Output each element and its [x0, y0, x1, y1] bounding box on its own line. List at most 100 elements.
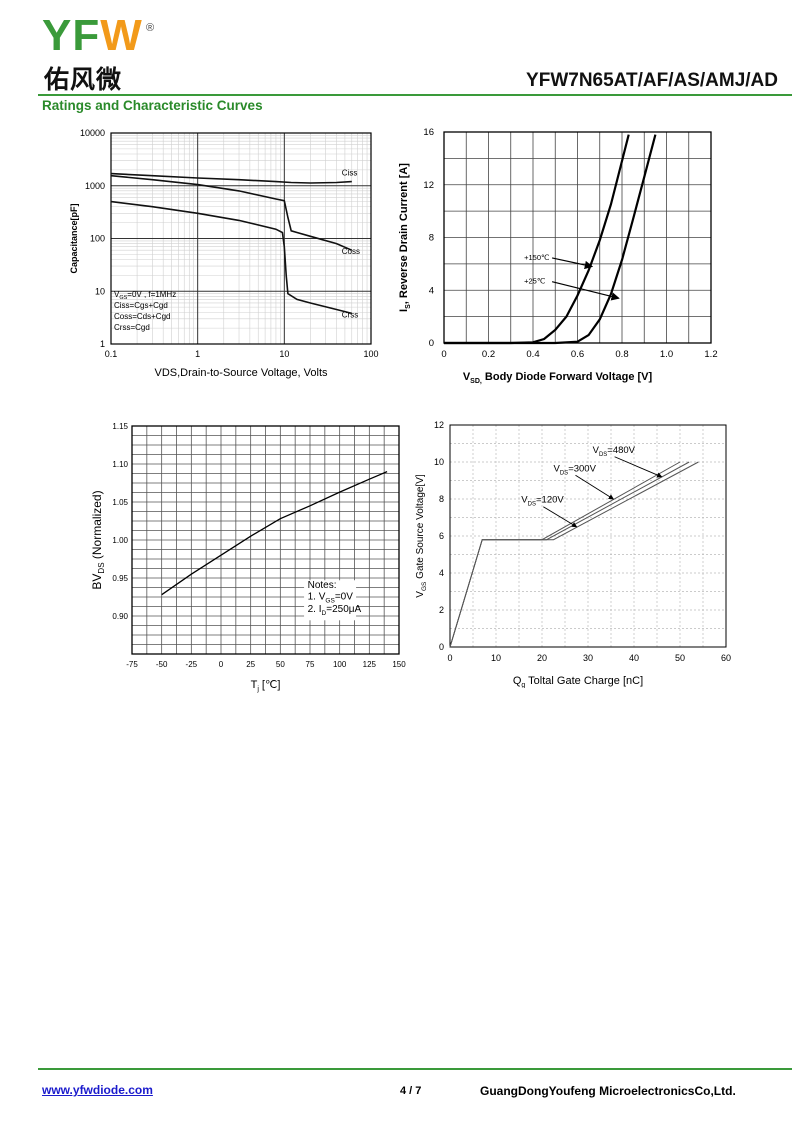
series-line-ciss	[110, 172, 352, 184]
x-tick-label: 40	[629, 653, 639, 663]
capacitance-chart: 0.1 1 10 100110100100010000CissCossCrssVGS=…	[69, 128, 379, 379]
series-label: VDS=300V	[554, 463, 597, 476]
series-label-coss: Coss	[342, 247, 360, 256]
series-line	[449, 461, 699, 648]
x-tick-label: 125	[363, 660, 377, 669]
x-tick-label: 0.6	[571, 349, 584, 360]
chart-note: 2. ID=250μA	[308, 604, 362, 617]
y-tick-label: 1000	[85, 181, 105, 191]
y-tick-label: 2	[439, 605, 444, 615]
x-axis-label: VSD, Body Diode Forward Voltage [V]	[463, 371, 653, 385]
y-tick-label: 0.95	[112, 574, 128, 583]
y-tick-label: 12	[423, 180, 434, 191]
header-divider	[38, 94, 792, 96]
x-tick-label: 0.4	[526, 349, 539, 360]
y-tick-label: 8	[439, 494, 444, 504]
x-tick-label: 0	[441, 349, 446, 360]
y-tick-label: 4	[429, 285, 434, 296]
y-tick-label: 0.90	[112, 612, 128, 621]
y-tick-label: 1.15	[112, 422, 128, 431]
x-tick-label: 150	[392, 660, 406, 669]
x-tick-label: -75	[126, 660, 138, 669]
series-arrow	[551, 257, 594, 270]
y-tick-label: 0	[439, 642, 444, 652]
y-tick-label: 8	[429, 233, 434, 244]
y-tick-label: 1.05	[112, 498, 128, 507]
breakdown-voltage-chart: -75 -50 -25 0 25 50 75 100 125 150 0.90 0.95 1.00 1.0…	[90, 422, 406, 693]
registered-mark: ®	[146, 22, 155, 34]
x-axis-label: Tj [℃]	[251, 679, 281, 693]
y-tick-label: 6	[439, 531, 444, 541]
x-tick-label: 0	[447, 653, 452, 663]
gate-charge-chart: 0 10 20 30 40 50 60 0 2 4 6 8 10 12 VDS=120V VDS=300V VD…	[415, 420, 731, 688]
logo-chinese-name: 佑风微	[44, 65, 123, 94]
series-label: VDS=480V	[593, 445, 636, 458]
series-line	[161, 471, 388, 596]
series-line	[444, 134, 657, 345]
chart-note: VGS=0V , f=1MHz	[114, 290, 176, 301]
series-line	[444, 134, 630, 345]
x-axis-label: Qg Toltal Gate Charge [nC]	[513, 675, 643, 688]
plot-frame	[131, 425, 400, 655]
y-tick-label: 4	[439, 568, 444, 578]
footer-divider	[38, 1068, 792, 1070]
plot-frame	[110, 132, 372, 345]
series-label: +150℃	[524, 253, 550, 262]
y-tick-label: 0	[429, 338, 434, 349]
chart-note: Coss=Cds+Cgd	[114, 312, 170, 321]
y-tick-label: 10	[434, 457, 444, 467]
page-number: 4 / 7	[400, 1085, 422, 1097]
series-line-coss	[110, 174, 353, 251]
chart-note: Crss=Cgd	[114, 323, 150, 332]
website-link[interactable]: www.yfwdiode.com	[42, 1083, 153, 1097]
x-tick-label: -50	[156, 660, 168, 669]
x-tick-label: 100	[333, 660, 347, 669]
x-tick-label: 25	[246, 660, 255, 669]
series-line-crss	[110, 200, 352, 315]
x-tick-label: 20	[537, 653, 547, 663]
chart-note: Ciss=Cgs+Cgd	[114, 301, 168, 310]
y-tick-label: 1.00	[112, 536, 128, 545]
y-axis-label: IS, Reverse Drain Current [A]	[398, 163, 412, 312]
series-line	[449, 461, 690, 648]
logo-letters: YFW	[42, 11, 143, 60]
series-arrow	[551, 281, 620, 301]
y-axis-label: VGS Gate Source Voltage[V]	[415, 474, 428, 598]
notes-title: Notes:	[308, 580, 337, 591]
series-label-ciss: Ciss	[342, 169, 358, 178]
series-label: +25℃	[524, 277, 546, 286]
x-tick-label: 0.2	[482, 349, 495, 360]
notes-background	[304, 580, 357, 621]
plot-frame	[443, 131, 712, 344]
x-tick-label: 50	[276, 660, 285, 669]
series-arrow	[543, 506, 578, 528]
y-tick-label: 12	[434, 420, 444, 430]
x-tick-label: 75	[306, 660, 315, 669]
x-tick-label: 10	[279, 349, 289, 359]
company-logo: YFW ® 佑风微	[42, 11, 162, 95]
series-arrow	[575, 474, 615, 500]
x-tick-label: 1	[195, 349, 200, 359]
series-arrow	[614, 456, 663, 478]
y-tick-label: 100	[90, 234, 105, 244]
x-tick-label: 100	[363, 349, 378, 359]
x-tick-label: 1.0	[660, 349, 673, 360]
body-diode-chart: 0 0.2 0.4 0.6 0.8 1.0 1.2 0 4 8 12 16 +150℃ +25℃ IS, R…	[398, 127, 718, 385]
x-tick-label: 30	[583, 653, 593, 663]
x-tick-label: 50	[675, 653, 685, 663]
series-label: VDS=120V	[521, 495, 564, 508]
y-tick-label: 16	[423, 127, 434, 138]
chart-note: 1. VGS=0V	[308, 591, 354, 604]
y-axis-label: Capacitance[pF]	[69, 203, 79, 273]
x-tick-label: 10	[491, 653, 501, 663]
y-axis-label: BVDS (Normalized)	[90, 490, 106, 589]
y-tick-label: 1.10	[112, 460, 128, 469]
x-tick-label: 0.8	[615, 349, 628, 360]
x-tick-label: 0.1	[105, 349, 118, 359]
y-tick-label: 1	[100, 339, 105, 349]
x-tick-label: 60	[721, 653, 731, 663]
company-name: GuangDongYoufeng MicroelectronicsCo,Ltd.	[480, 1084, 736, 1098]
y-tick-label: 10	[95, 286, 105, 296]
x-axis-label: VDS,Drain-to-Source Voltage, Volts	[154, 367, 328, 379]
series-label-crss: Crss	[342, 310, 358, 319]
